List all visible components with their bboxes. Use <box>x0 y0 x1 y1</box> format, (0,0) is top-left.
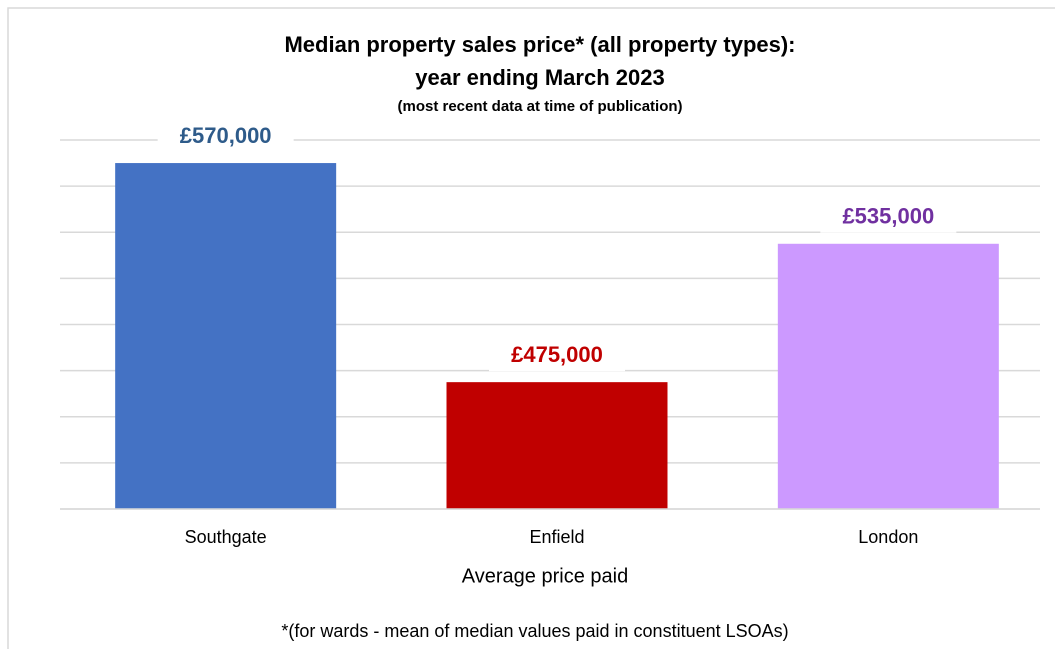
x-axis-title: Average price paid <box>462 565 628 587</box>
x-tick-label: Southgate <box>185 527 267 547</box>
data-label-bg <box>820 202 957 233</box>
x-tick-label: London <box>858 527 918 547</box>
footnote: *(for wards - mean of median values paid… <box>281 621 788 641</box>
data-label: £570,000 <box>180 123 272 148</box>
chart-title: year ending March 2023 <box>415 65 664 90</box>
chart-title: Median property sales price* (all proper… <box>284 32 795 57</box>
bar <box>115 163 337 509</box>
x-tick-label: Enfield <box>529 527 584 547</box>
data-label-bg <box>489 341 625 372</box>
bar <box>777 243 999 509</box>
data-label: £535,000 <box>842 204 934 229</box>
data-label-bg <box>157 122 294 153</box>
data-label: £475,000 <box>511 342 603 367</box>
chart-frame <box>7 7 1055 649</box>
bar <box>446 382 668 509</box>
chart-subtitle: (most recent data at time of publication… <box>397 98 682 115</box>
